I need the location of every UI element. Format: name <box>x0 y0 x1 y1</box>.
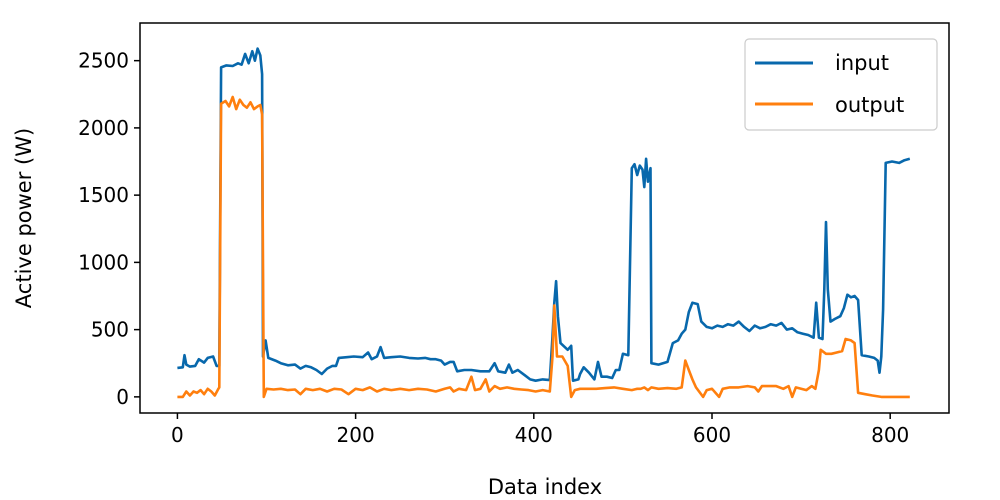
y-tick-label: 2500 <box>78 49 129 73</box>
y-tick-label: 0 <box>116 385 129 409</box>
x-tick-label: 200 <box>337 423 375 447</box>
y-tick-label: 1500 <box>78 183 129 207</box>
x-axis-label: Data index <box>488 475 602 499</box>
x-tick-label: 0 <box>171 423 184 447</box>
series-layer <box>177 47 911 399</box>
x-tick-label: 800 <box>871 423 909 447</box>
legend-label-input: input <box>835 51 889 75</box>
y-tick-label: 1000 <box>78 250 129 274</box>
plot-frame <box>139 22 950 414</box>
y-axis-label: Active power (W) <box>12 128 36 308</box>
series-line-input <box>177 47 911 382</box>
y-tick-label: 500 <box>91 318 129 342</box>
series-line-output <box>177 95 910 399</box>
legend: input output <box>744 38 938 131</box>
legend-label-output: output <box>835 93 904 117</box>
y-tick-label: 2000 <box>78 116 129 140</box>
ticks-layer: 0 200 400 600 800 0 500 1000 1500 2000 2500 <box>78 49 909 447</box>
x-tick-label: 400 <box>515 423 553 447</box>
x-tick-label: 600 <box>693 423 731 447</box>
